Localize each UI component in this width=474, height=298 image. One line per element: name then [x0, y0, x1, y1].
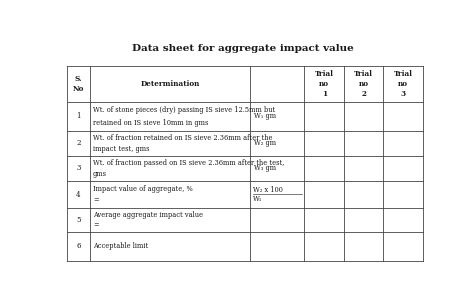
Text: S.
No: S. No	[73, 75, 84, 93]
Text: Trial
no
3: Trial no 3	[394, 70, 413, 98]
Text: =: =	[93, 222, 99, 229]
Text: W₃ gm: W₃ gm	[254, 164, 276, 172]
Text: 4: 4	[76, 190, 81, 198]
Text: W₁ gm: W₁ gm	[254, 112, 276, 120]
Text: Trial
no
2: Trial no 2	[354, 70, 373, 98]
Text: 5: 5	[76, 216, 81, 224]
Text: Wt. of fraction retained on IS sieve 2.36mm after the: Wt. of fraction retained on IS sieve 2.3…	[93, 134, 273, 142]
Text: impact test, gms: impact test, gms	[93, 145, 149, 153]
Text: retained on IS sieve 10mm in gms: retained on IS sieve 10mm in gms	[93, 119, 208, 127]
Text: =: =	[93, 197, 99, 204]
Text: Determination: Determination	[141, 80, 200, 88]
Text: Impact value of aggregate, %: Impact value of aggregate, %	[93, 184, 192, 193]
Text: Acceptable limit: Acceptable limit	[93, 243, 148, 251]
Text: W₁: W₁	[253, 195, 263, 203]
Text: 2: 2	[76, 139, 81, 147]
Text: Average aggregate impact value: Average aggregate impact value	[93, 211, 203, 219]
Text: Data sheet for aggregate impact value: Data sheet for aggregate impact value	[132, 44, 354, 53]
Text: Wt. of stone pieces (dry) passing IS sieve 12.5mm but: Wt. of stone pieces (dry) passing IS sie…	[93, 106, 275, 114]
Text: W₂ x 100: W₂ x 100	[253, 186, 283, 194]
Text: 6: 6	[76, 243, 81, 251]
Text: Trial
no
1: Trial no 1	[315, 70, 334, 98]
Text: 1: 1	[76, 112, 81, 120]
Text: W₂ gm: W₂ gm	[254, 139, 276, 147]
Text: 3: 3	[76, 164, 81, 172]
Text: Wt. of fraction passed on IS sieve 2.36mm after the test,: Wt. of fraction passed on IS sieve 2.36m…	[93, 159, 284, 167]
Text: gms: gms	[93, 170, 107, 178]
